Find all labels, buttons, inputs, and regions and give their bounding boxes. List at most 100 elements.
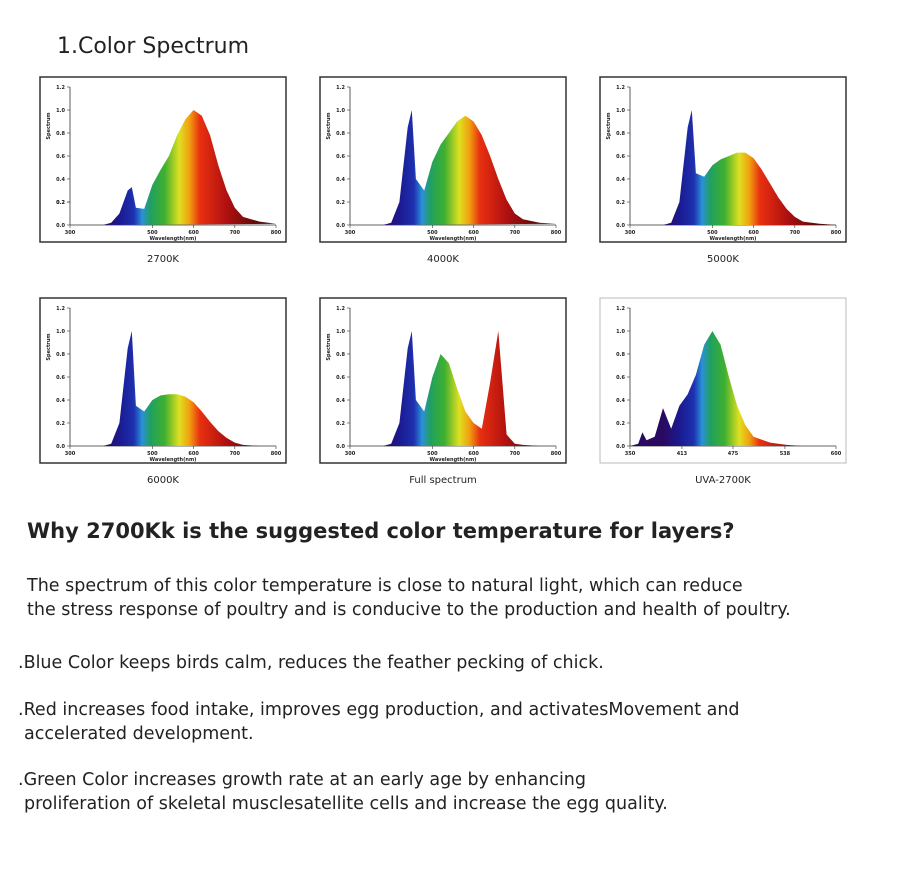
chart-caption: 5000K [707, 254, 739, 265]
intro-line: the stress response of poultry and is co… [27, 600, 791, 620]
y-tick-label: 0.6 [336, 154, 345, 160]
point-line: proliferation of skeletal musclesatellit… [24, 794, 668, 814]
y-tick-label: 1.0 [336, 108, 345, 114]
x-tick-label: 300 [625, 230, 636, 236]
x-tick-label: 800 [271, 451, 282, 457]
y-tick-label: 0.0 [336, 223, 345, 229]
y-tick-label: 0.2 [336, 421, 345, 427]
x-axis-label: Wavelength(nm) [710, 236, 757, 242]
spectrum-area [103, 331, 276, 446]
y-axis-label: Spectrum [606, 112, 612, 139]
y-tick-label: 0.2 [336, 200, 345, 206]
y-tick-label: 0.8 [336, 352, 345, 358]
spectrum-area [103, 110, 276, 225]
x-tick-label: 300 [65, 230, 76, 236]
x-tick-label: 800 [551, 230, 562, 236]
y-tick-label: 1.0 [616, 329, 625, 335]
y-tick-label: 1.0 [336, 329, 345, 335]
point-line: .Green Color increases growth rate at an… [18, 770, 586, 790]
y-tick-label: 1.0 [56, 329, 65, 335]
spectrum-area [383, 110, 556, 225]
y-tick-label: 0.4 [336, 398, 345, 404]
y-tick-label: 1.2 [616, 85, 625, 91]
spectrum-area [383, 331, 556, 446]
y-tick-label: 0.2 [616, 200, 625, 206]
section-heading: Why 2700Kk is the suggested color temper… [27, 519, 735, 543]
y-tick-label: 0.2 [56, 200, 65, 206]
x-axis-label: Wavelength(nm) [430, 236, 477, 242]
chart-caption: 6000K [147, 475, 179, 486]
x-tick-label: 600 [748, 230, 759, 236]
chart-caption: 2700K [147, 254, 179, 265]
x-tick-label: 475 [728, 451, 739, 457]
spectrum-area [630, 331, 836, 446]
point-line: .Red increases food intake, improves egg… [18, 700, 740, 720]
y-tick-label: 0.4 [56, 398, 65, 404]
x-tick-label: 600 [468, 230, 479, 236]
x-tick-label: 600 [468, 451, 479, 457]
y-tick-label: 0.4 [56, 177, 65, 183]
x-axis-label: Wavelength(nm) [150, 457, 197, 463]
y-tick-label: 0.8 [616, 352, 625, 358]
y-tick-label: 1.2 [56, 85, 65, 91]
y-tick-label: 0.8 [616, 131, 625, 137]
point-line: .Blue Color keeps birds calm, reduces th… [18, 653, 604, 673]
x-tick-label: 500 [427, 230, 438, 236]
y-tick-label: 0.4 [616, 177, 625, 183]
chart-caption: Full spectrum [409, 475, 477, 486]
x-tick-label: 600 [188, 230, 199, 236]
x-tick-label: 800 [551, 451, 562, 457]
chart-caption: UVA-2700K [695, 475, 751, 486]
y-tick-label: 0.6 [616, 375, 625, 381]
x-tick-label: 700 [230, 230, 241, 236]
intro-line: The spectrum of this color temperature i… [26, 576, 743, 596]
x-axis-label: Wavelength(nm) [430, 457, 477, 463]
y-axis-label: Spectrum [326, 333, 332, 360]
spectrum-area [663, 110, 836, 225]
x-tick-label: 700 [510, 230, 521, 236]
y-tick-label: 0.0 [336, 444, 345, 450]
y-tick-label: 0.0 [56, 223, 65, 229]
y-tick-label: 0.2 [56, 421, 65, 427]
x-tick-label: 350 [625, 451, 636, 457]
x-tick-label: 700 [790, 230, 801, 236]
x-tick-label: 500 [147, 451, 158, 457]
y-tick-label: 0.4 [616, 398, 625, 404]
y-tick-label: 0.6 [56, 154, 65, 160]
point-line: accelerated development. [24, 724, 254, 744]
x-tick-label: 800 [271, 230, 282, 236]
y-axis-label: Spectrum [46, 112, 52, 139]
y-axis-label: Spectrum [326, 112, 332, 139]
y-tick-label: 0.6 [56, 375, 65, 381]
x-tick-label: 700 [230, 451, 241, 457]
y-tick-label: 1.2 [616, 306, 625, 312]
y-tick-label: 0.0 [56, 444, 65, 450]
y-tick-label: 0.4 [336, 177, 345, 183]
y-tick-label: 0.6 [616, 154, 625, 160]
x-tick-label: 500 [427, 451, 438, 457]
y-tick-label: 0.8 [336, 131, 345, 137]
chart-caption: 4000K [427, 254, 459, 265]
x-tick-label: 700 [510, 451, 521, 457]
y-tick-label: 0.0 [616, 223, 625, 229]
x-tick-label: 500 [707, 230, 718, 236]
x-tick-label: 300 [345, 451, 356, 457]
x-tick-label: 413 [677, 451, 688, 457]
y-tick-label: 0.2 [616, 421, 625, 427]
y-tick-label: 0.6 [336, 375, 345, 381]
y-tick-label: 1.2 [56, 306, 65, 312]
y-tick-label: 1.0 [616, 108, 625, 114]
x-tick-label: 300 [345, 230, 356, 236]
x-tick-label: 538 [780, 451, 791, 457]
x-tick-label: 500 [147, 230, 158, 236]
y-tick-label: 1.2 [336, 85, 345, 91]
x-axis-label: Wavelength(nm) [150, 236, 197, 242]
y-axis-label: Spectrum [46, 333, 52, 360]
x-tick-label: 600 [188, 451, 199, 457]
y-tick-label: 0.8 [56, 352, 65, 358]
x-tick-label: 800 [831, 230, 842, 236]
page-title: 1.Color Spectrum [57, 34, 249, 59]
y-tick-label: 0.8 [56, 131, 65, 137]
y-tick-label: 1.0 [56, 108, 65, 114]
y-tick-label: 0.2 [56, 200, 65, 206]
